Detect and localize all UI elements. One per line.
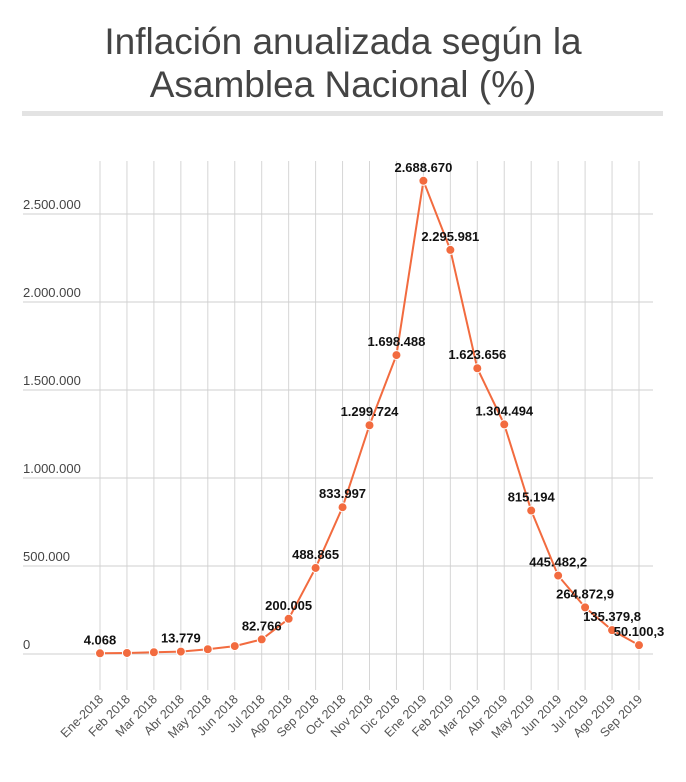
data-point <box>445 244 456 255</box>
data-label: 833.997 <box>319 486 366 501</box>
data-label: 1.623.656 <box>448 347 506 362</box>
data-label: 82.766 <box>242 618 282 633</box>
data-point <box>283 613 294 624</box>
data-point <box>364 420 375 431</box>
y-tick-label: 2.000.000 <box>23 285 81 300</box>
data-point <box>148 647 159 658</box>
data-label: 488.865 <box>292 547 339 562</box>
title-line-2: Asamblea Nacional (%) <box>149 64 537 105</box>
data-point <box>310 562 321 573</box>
data-label: 135.379,8 <box>583 609 641 624</box>
data-label: 445.482,2 <box>529 555 587 570</box>
data-point <box>337 502 348 513</box>
data-point <box>418 175 429 186</box>
data-label: 1.698.488 <box>368 334 426 349</box>
data-point <box>553 570 564 581</box>
chart-title: Inflación anualizada según la Asamblea N… <box>0 20 686 106</box>
data-point <box>634 640 644 651</box>
data-label: 2.295.981 <box>421 229 479 244</box>
data-label: 4.068 <box>84 632 117 647</box>
title-line-1: Inflación anualizada según la <box>104 21 582 62</box>
data-label: 1.304.494 <box>475 403 534 418</box>
data-label: 815.194 <box>508 490 556 505</box>
data-label: 200.005 <box>265 598 312 613</box>
data-point <box>526 505 537 516</box>
data-label: 264.872,9 <box>556 586 614 601</box>
data-point <box>95 648 105 659</box>
y-tick-label: 1.000.000 <box>23 461 81 476</box>
data-label: 13.779 <box>161 631 201 646</box>
data-point <box>121 647 132 658</box>
data-point <box>229 641 240 652</box>
data-label: 1.299.724 <box>341 404 400 419</box>
data-point <box>607 625 618 636</box>
data-point <box>202 644 213 655</box>
data-point <box>472 363 483 374</box>
y-tick-label: 2.500.000 <box>23 197 81 212</box>
data-point <box>391 350 402 361</box>
data-label: 50.100,3 <box>614 624 665 639</box>
data-point <box>175 646 186 657</box>
y-tick-label: 0 <box>23 637 30 652</box>
data-point <box>499 419 510 430</box>
y-tick-label: 500.000 <box>23 549 70 564</box>
title-divider <box>22 111 663 116</box>
data-point <box>256 634 267 645</box>
y-tick-label: 1.500.000 <box>23 373 81 388</box>
data-point <box>580 602 591 613</box>
data-label: 2.688.670 <box>394 160 452 175</box>
